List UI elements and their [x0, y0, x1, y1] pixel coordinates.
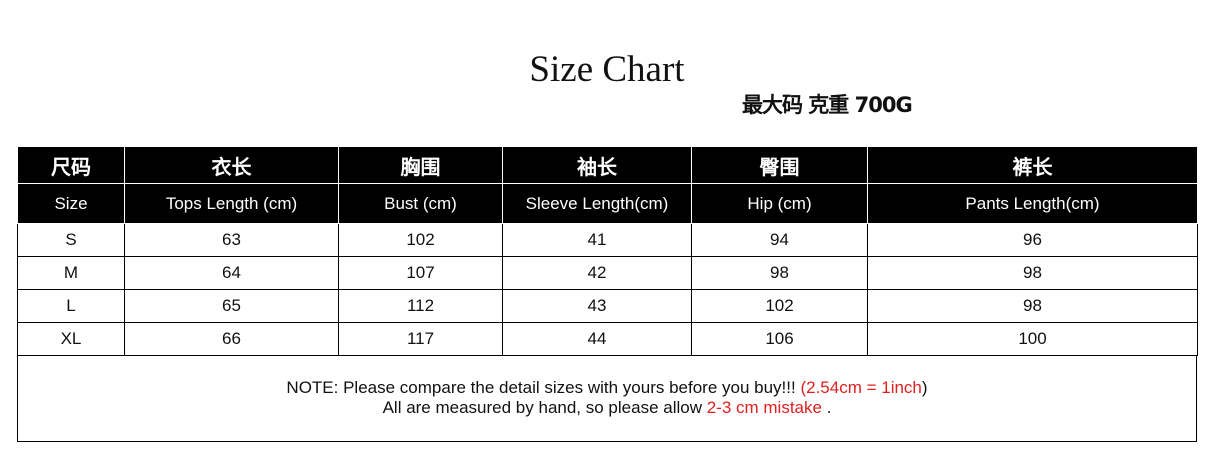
table-cell: Hip (cm) [691, 183, 868, 224]
table-cell: L [17, 289, 125, 323]
table-cell: M [17, 256, 125, 290]
table-cell: 臀围 [691, 146, 868, 184]
tolerance-text: 2-3 cm mistake [706, 398, 822, 417]
table-cell: 112 [338, 289, 503, 323]
note-box: NOTE: Please compare the detail sizes wi… [17, 355, 1197, 442]
table-cell: 94 [691, 223, 868, 257]
table-cell: 43 [502, 289, 692, 323]
table-cell: 42 [502, 256, 692, 290]
table-cell: Pants Length(cm) [867, 183, 1198, 224]
table-cell: 106 [691, 322, 868, 356]
table-cell: 64 [124, 256, 339, 290]
table-cell: S [17, 223, 125, 257]
table-cell: Size [17, 183, 125, 224]
size-table: 尺码 衣长 胸围 袖长 臀围 裤长 Size Tops Length (cm) Bust (c… [17, 146, 1198, 356]
table-cell: 裤长 [867, 146, 1198, 184]
weight-subtitle: 最大码 克重 700G [742, 93, 913, 117]
table-cell: 衣长 [124, 146, 339, 184]
table-cell: 107 [338, 256, 503, 290]
note-text: All are measured by hand, so please allo… [382, 398, 707, 417]
table-cell: 98 [867, 289, 1198, 323]
table-cell: 98 [867, 256, 1198, 290]
table-row: S 63 102 41 94 96 [17, 223, 1198, 257]
table-cell: 96 [867, 223, 1198, 257]
note-text-end: . [821, 398, 832, 417]
table-cell: 98 [691, 256, 868, 290]
table-cell: 袖长 [502, 146, 692, 184]
header-row-cn: 尺码 衣长 胸围 袖长 臀围 裤长 [17, 146, 1198, 184]
table-cell: 胸围 [338, 146, 503, 184]
table-cell: 102 [691, 289, 868, 323]
header-row-en: Size Tops Length (cm) Bust (cm) Sleeve Leng… [17, 183, 1198, 224]
table-cell: Sleeve Length(cm) [502, 183, 692, 224]
table-cell: Tops Length (cm) [124, 183, 339, 224]
table-cell: Bust (cm) [338, 183, 503, 224]
table-cell: 66 [124, 322, 339, 356]
note-line-2: All are measured by hand, so please allo… [18, 398, 1196, 418]
table-row: L 65 112 43 102 98 [17, 289, 1198, 323]
table-cell: 41 [502, 223, 692, 257]
table-cell: 44 [502, 322, 692, 356]
table-cell: 117 [338, 322, 503, 356]
table-cell: 63 [124, 223, 339, 257]
table-cell: 102 [338, 223, 503, 257]
note-text: NOTE: Please compare the detail sizes wi… [286, 378, 801, 397]
page-title: Size Chart [529, 49, 685, 90]
table-cell: 65 [124, 289, 339, 323]
note-text-end: ) [921, 378, 928, 397]
table-row: XL 66 117 44 106 100 [17, 322, 1198, 356]
table-row: M 64 107 42 98 98 [17, 256, 1198, 290]
conversion-text: (2.54cm = 1inch [800, 378, 922, 397]
table-cell: 尺码 [17, 146, 125, 184]
table-cell: 100 [867, 322, 1198, 356]
note-line-1: NOTE: Please compare the detail sizes wi… [18, 378, 1196, 398]
table-cell: XL [17, 322, 125, 356]
